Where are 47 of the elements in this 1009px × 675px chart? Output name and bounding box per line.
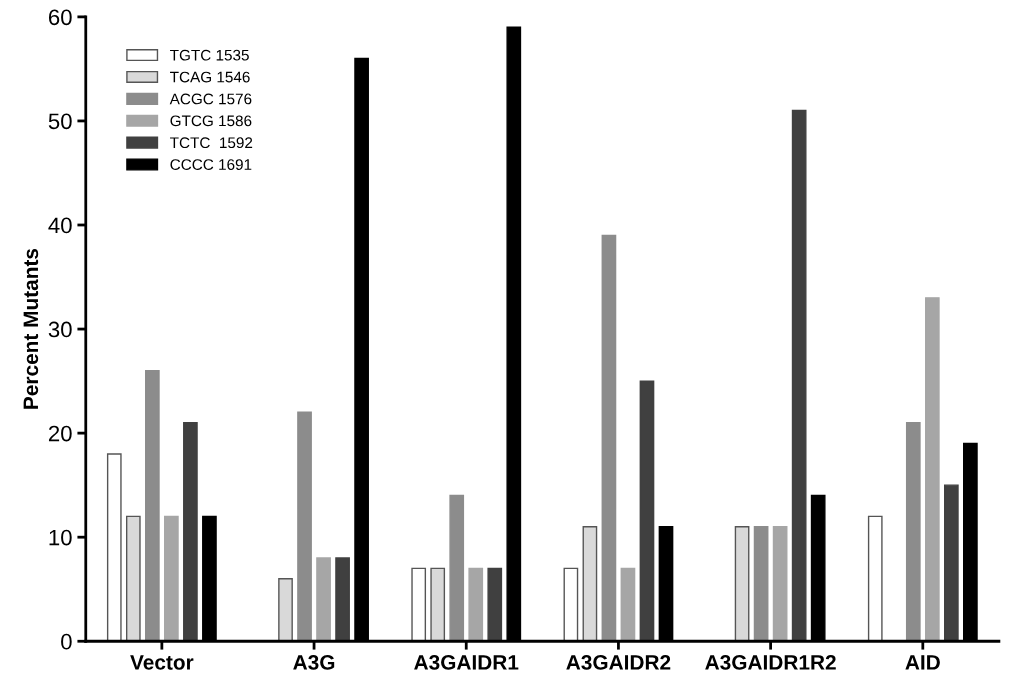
bar [335, 557, 350, 642]
legend-label: TGTC 1535 [170, 49, 249, 61]
y-tick-label: 10 [49, 529, 72, 546]
bar [183, 422, 198, 642]
legend-label: ACGC 1576 [169, 93, 252, 105]
bar [791, 109, 807, 642]
x-tick-label: Vector [130, 655, 194, 670]
y-tick-label: 20 [48, 425, 72, 442]
y-tick-label: 30 [48, 321, 72, 338]
y-tick-label: 60 [48, 9, 72, 26]
bar [164, 515, 179, 642]
bar [297, 411, 312, 642]
bar [924, 297, 940, 642]
bar [316, 557, 331, 642]
bar [278, 578, 293, 642]
x-tick-label: AID [905, 655, 940, 670]
bar [144, 369, 160, 642]
x-tick-label: A3GAIDR1R2 [705, 654, 836, 670]
x-tick-label: A3GAIDR1 [414, 654, 519, 670]
legend-label: TCAG 1546 [170, 71, 250, 83]
bar [106, 453, 122, 642]
bar [582, 526, 598, 642]
bar [487, 567, 503, 642]
bar [639, 380, 655, 642]
bar [601, 234, 617, 642]
bar [772, 526, 788, 642]
bar [125, 515, 141, 642]
y-tick-label: 40 [48, 217, 72, 234]
bar [734, 526, 750, 642]
x-tick-label: A3G [293, 654, 335, 670]
bar [411, 567, 427, 642]
bar [468, 567, 484, 642]
x-tick-label: A3GAIDR2 [566, 654, 671, 670]
y-axis-title: Percent Mutants [23, 248, 39, 409]
bar [753, 526, 769, 642]
y-tick-label: 0 [61, 633, 72, 650]
bar [430, 567, 446, 642]
legend-label: TCTC 1592 [170, 137, 253, 149]
legend-label: CCCC 1691 [170, 159, 252, 170]
legend-label: GTCG 1586 [170, 115, 252, 127]
bar [867, 515, 883, 642]
y-tick-label: 50 [48, 113, 72, 130]
bar [449, 494, 465, 642]
bar [620, 567, 636, 642]
bar [563, 567, 579, 642]
bar [943, 484, 959, 642]
bar [905, 422, 921, 642]
